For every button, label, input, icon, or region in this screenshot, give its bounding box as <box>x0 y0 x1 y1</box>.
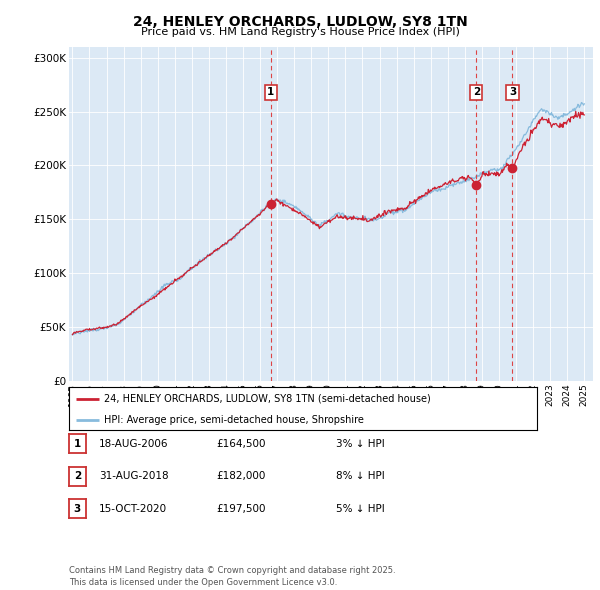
Text: HPI: Average price, semi-detached house, Shropshire: HPI: Average price, semi-detached house,… <box>104 415 364 425</box>
Text: 2: 2 <box>74 471 81 481</box>
Text: £164,500: £164,500 <box>216 439 265 448</box>
Text: 1: 1 <box>74 439 81 448</box>
Text: £182,000: £182,000 <box>216 471 265 481</box>
Text: 15-OCT-2020: 15-OCT-2020 <box>99 504 167 513</box>
Text: 5% ↓ HPI: 5% ↓ HPI <box>336 504 385 513</box>
Text: Contains HM Land Registry data © Crown copyright and database right 2025.
This d: Contains HM Land Registry data © Crown c… <box>69 566 395 587</box>
Text: Price paid vs. HM Land Registry's House Price Index (HPI): Price paid vs. HM Land Registry's House … <box>140 27 460 37</box>
Text: 31-AUG-2018: 31-AUG-2018 <box>99 471 169 481</box>
Text: 24, HENLEY ORCHARDS, LUDLOW, SY8 1TN (semi-detached house): 24, HENLEY ORCHARDS, LUDLOW, SY8 1TN (se… <box>104 394 431 404</box>
Text: 24, HENLEY ORCHARDS, LUDLOW, SY8 1TN: 24, HENLEY ORCHARDS, LUDLOW, SY8 1TN <box>133 15 467 29</box>
Text: £197,500: £197,500 <box>216 504 265 513</box>
Text: 8% ↓ HPI: 8% ↓ HPI <box>336 471 385 481</box>
Text: 3% ↓ HPI: 3% ↓ HPI <box>336 439 385 448</box>
Text: 3: 3 <box>74 504 81 513</box>
Text: 3: 3 <box>509 87 516 97</box>
Text: 1: 1 <box>267 87 274 97</box>
Text: 18-AUG-2006: 18-AUG-2006 <box>99 439 169 448</box>
Text: 2: 2 <box>473 87 480 97</box>
